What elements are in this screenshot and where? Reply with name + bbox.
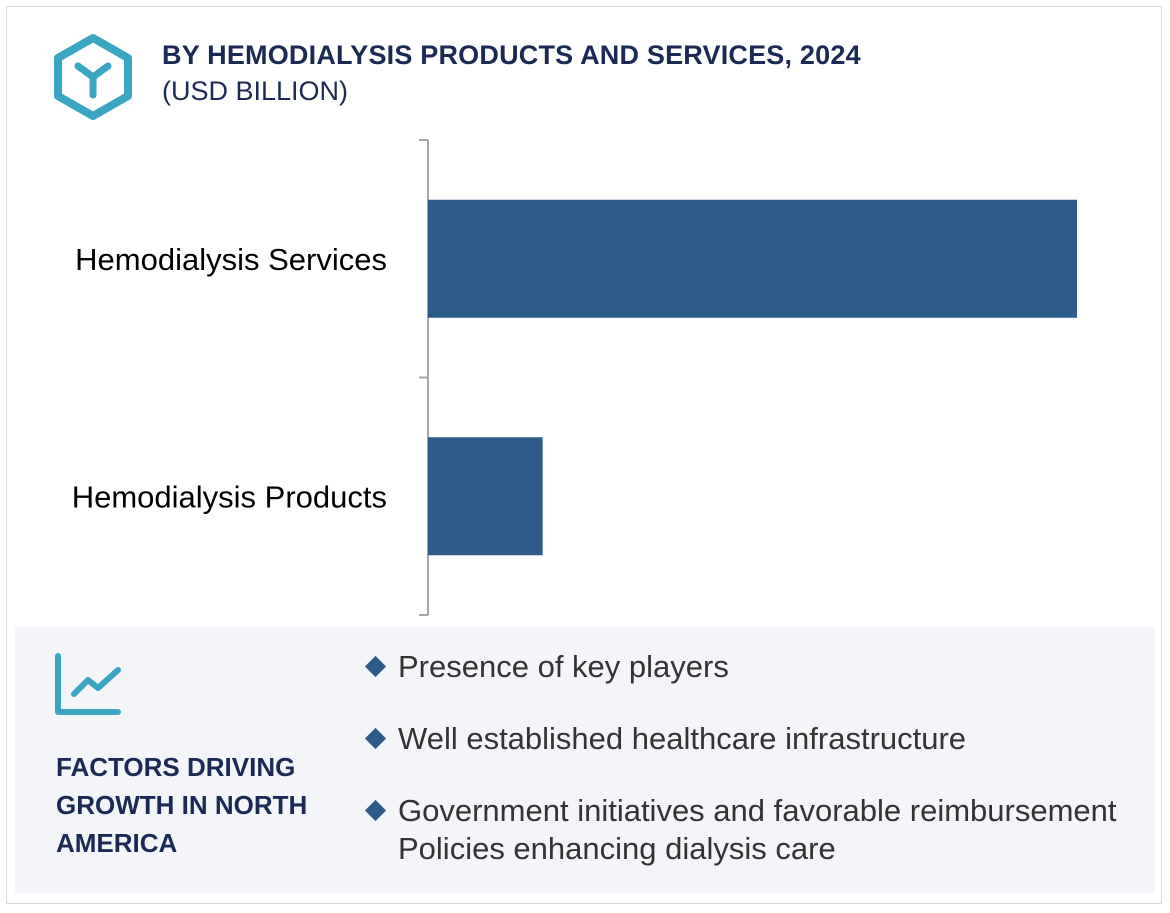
chart-title: BY HEMODIALYSIS PRODUCTS AND SERVICES, 2… — [162, 40, 861, 70]
line-chart-icon — [55, 653, 121, 715]
factor-text: Government initiatives and favorable rei… — [398, 793, 1117, 866]
factor-item: Government initiatives and favorable rei… — [364, 792, 1158, 868]
bar-hemodialysis-products — [428, 437, 543, 556]
factors-list: Presence of key players Well established… — [364, 648, 1158, 868]
factor-item: Presence of key players — [364, 648, 1158, 686]
factors-panel — [15, 627, 1155, 893]
category-label: Hemodialysis Services — [75, 242, 387, 277]
frame — [6, 6, 1162, 904]
bar-hemodialysis-services — [428, 199, 1077, 318]
chart-subtitle: (USD BILLION) — [162, 76, 349, 106]
factor-text: Well established healthcare infrastructu… — [398, 721, 967, 756]
hexagon-y-logo-icon — [54, 34, 132, 120]
diamond-bullet-icon — [364, 655, 387, 678]
diamond-bullet-icon — [364, 727, 387, 750]
diamond-bullet-icon — [364, 799, 387, 822]
factor-item: Well established healthcare infrastructu… — [364, 720, 1158, 758]
bar-chart: Hemodialysis Services Hemodialysis Produc… — [72, 139, 1077, 616]
category-label: Hemodialysis Products — [72, 479, 387, 514]
factors-heading: FACTORS DRIVING GROWTH IN NORTH AMERICA — [56, 752, 308, 858]
factor-text: Presence of key players — [398, 649, 729, 684]
